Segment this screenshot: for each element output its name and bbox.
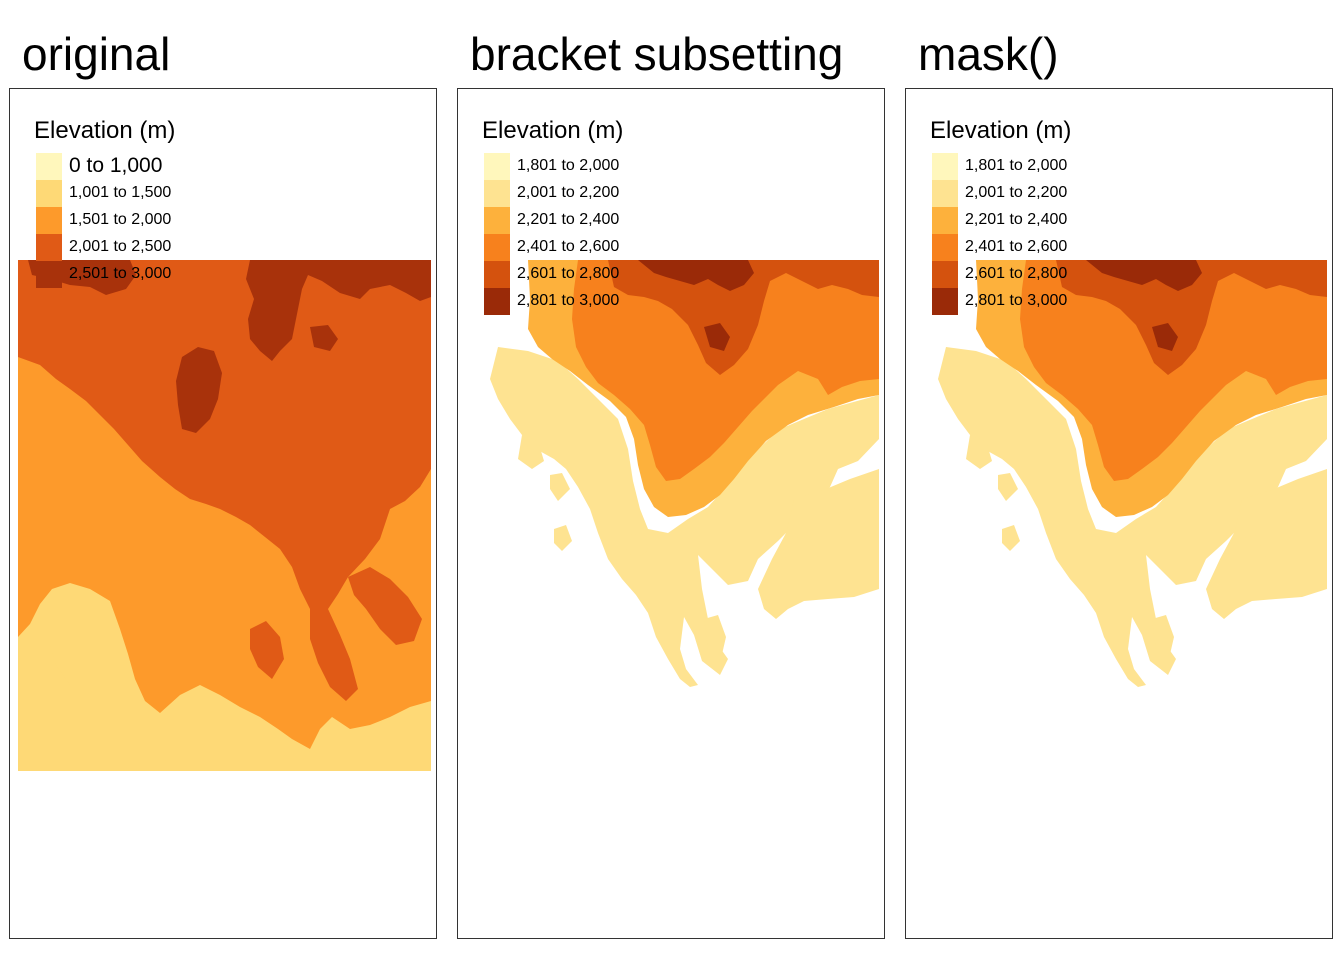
legend-label: 1,801 to 2,000 [965, 157, 1068, 174]
legend-swatch [484, 180, 510, 207]
legend-item: 1,001 to 1,500 [34, 180, 175, 207]
legend-item: 2,501 to 3,000 [34, 261, 175, 288]
legend-swatch [932, 207, 958, 234]
legend-swatch [36, 153, 62, 180]
legend-swatch [932, 234, 958, 261]
legend-swatch [36, 180, 62, 207]
elevation-raster-mask [938, 260, 1327, 687]
legend-swatch [36, 261, 62, 288]
panel-title-original: original [22, 28, 171, 80]
legend-bracket-subsetting: Elevation (m) 1,801 to 2,000 2,001 to 2,… [482, 115, 623, 315]
legend-label: 2,601 to 2,800 [517, 265, 620, 282]
legend-swatch [932, 288, 958, 315]
legend-swatch [932, 261, 958, 288]
panel-title-bracket-subsetting: bracket subsetting [470, 28, 844, 80]
legend-label: 1,001 to 1,500 [69, 184, 172, 201]
legend-item: 2,201 to 2,400 [930, 207, 1071, 234]
legend-item: 1,801 to 2,000 [482, 153, 623, 180]
legend-swatch [932, 180, 958, 207]
legend-item: 0 to 1,000 [34, 153, 175, 180]
legend-item: 2,001 to 2,500 [34, 234, 175, 261]
legend-item: 2,801 to 3,000 [482, 288, 623, 315]
legend-label: 2,201 to 2,400 [965, 211, 1068, 228]
legend-title: Elevation (m) [930, 117, 1072, 144]
legend-item: 2,401 to 2,600 [930, 234, 1071, 261]
legend-label: 2,001 to 2,200 [965, 184, 1068, 201]
legend-label: 2,001 to 2,200 [517, 184, 620, 201]
legend-item: 1,801 to 2,000 [930, 153, 1071, 180]
legend-label: 2,401 to 2,600 [965, 238, 1068, 255]
legend-swatch [484, 153, 510, 180]
legend-label: 2,601 to 2,800 [965, 265, 1068, 282]
legend-label: 2,401 to 2,600 [517, 238, 620, 255]
legend-item: 2,201 to 2,400 [482, 207, 623, 234]
legend-item: 2,001 to 2,200 [482, 180, 623, 207]
panel-title-mask: mask() [918, 28, 1059, 80]
legend-label: 1,501 to 2,000 [69, 211, 172, 228]
elevation-raster-bracket-subsetting [490, 260, 879, 687]
legend-swatch [484, 234, 510, 261]
legend-item: 2,401 to 2,600 [482, 234, 623, 261]
legend-title: Elevation (m) [482, 117, 624, 144]
legend-label: 2,201 to 2,400 [517, 211, 620, 228]
legend-swatch [36, 207, 62, 234]
legend-label: 2,801 to 3,000 [965, 292, 1068, 309]
map-panel-original: Elevation (m) 0 to 1,000 1,001 to 1,500 … [9, 88, 437, 939]
legend-item: 2,601 to 2,800 [482, 261, 623, 288]
legend-item: 2,601 to 2,800 [930, 261, 1071, 288]
legend-swatch [484, 261, 510, 288]
legend-swatch [932, 153, 958, 180]
legend-item: 1,501 to 2,000 [34, 207, 175, 234]
legend-label: 2,801 to 3,000 [517, 292, 620, 309]
map-panel-mask: Elevation (m) 1,801 to 2,000 2,001 to 2,… [905, 88, 1333, 939]
legend-label: 1,801 to 2,000 [517, 157, 620, 174]
legend-item: 2,801 to 3,000 [930, 288, 1071, 315]
elevation-raster-original [18, 260, 431, 771]
legend-swatch [484, 207, 510, 234]
legend-original: Elevation (m) 0 to 1,000 1,001 to 1,500 … [34, 115, 175, 288]
legend-swatch [484, 288, 510, 315]
legend-mask: Elevation (m) 1,801 to 2,000 2,001 to 2,… [930, 115, 1071, 315]
map-panel-bracket-subsetting: Elevation (m) 1,801 to 2,000 2,001 to 2,… [457, 88, 885, 939]
legend-title: Elevation (m) [34, 117, 176, 144]
legend-label: 2,501 to 3,000 [69, 265, 172, 282]
legend-label: 0 to 1,000 [69, 154, 163, 177]
legend-item: 2,001 to 2,200 [930, 180, 1071, 207]
legend-label: 2,001 to 2,500 [69, 238, 172, 255]
legend-swatch [36, 234, 62, 261]
